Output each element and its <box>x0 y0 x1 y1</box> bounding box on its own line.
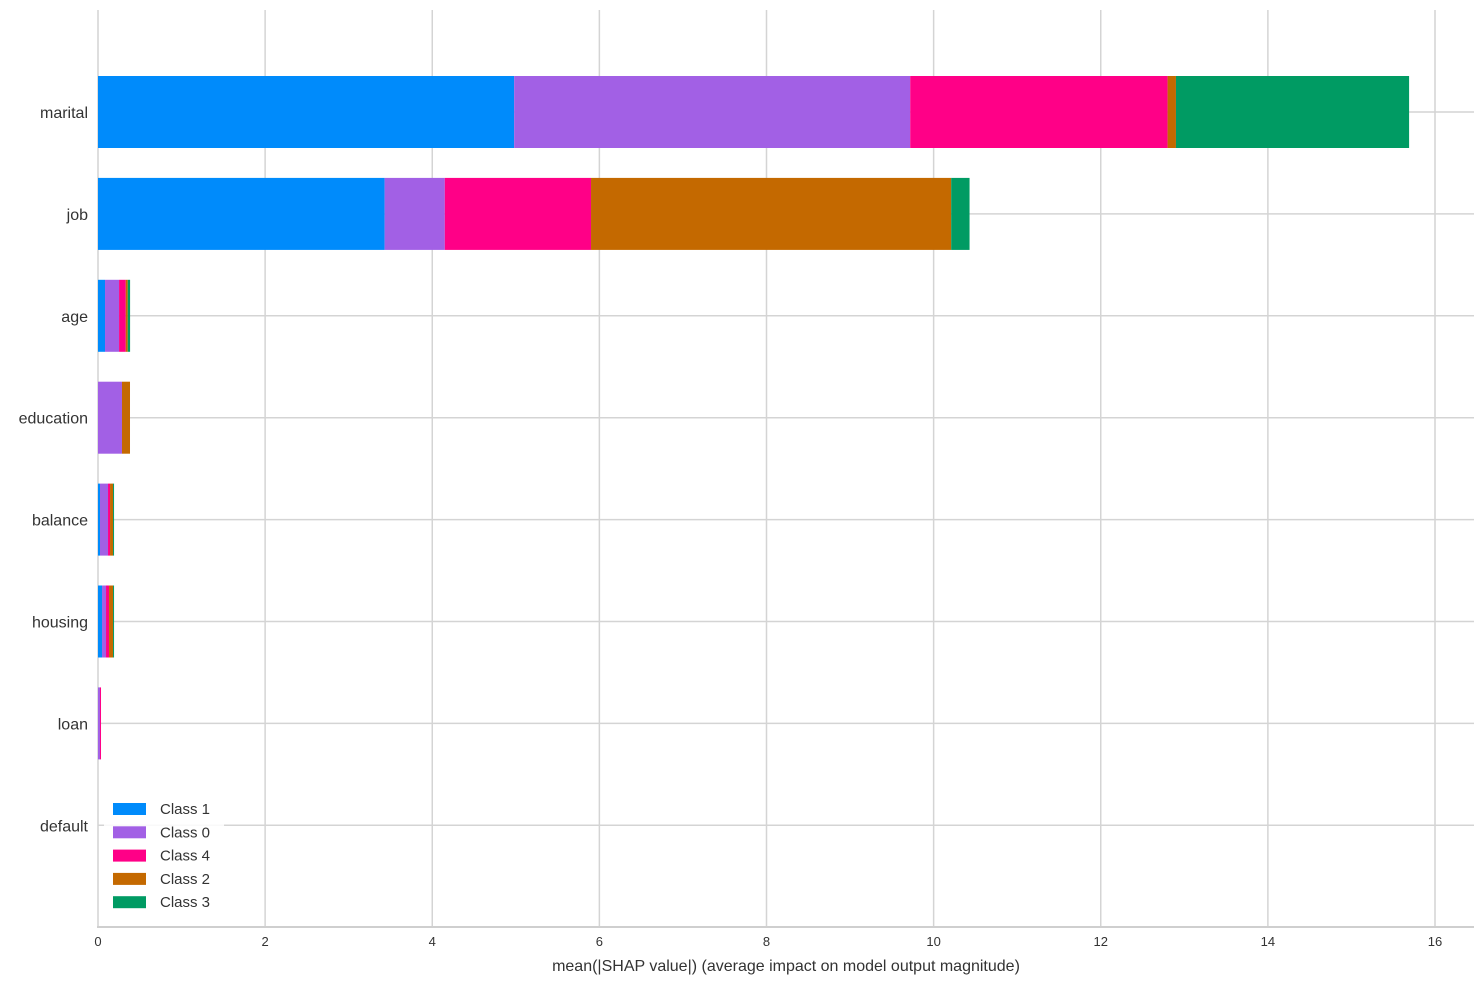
bar-housing-class-2 <box>109 585 114 658</box>
x-tick-label: 2 <box>262 934 269 949</box>
legend-swatch-class-0 <box>113 826 146 839</box>
bar-job-class-1 <box>98 177 385 250</box>
y-tick-label-education: education <box>19 411 88 428</box>
bar-balance-class-4 <box>108 483 111 556</box>
x-tick-labels: 0 2 4 6 8 10 12 14 16 <box>94 934 1442 949</box>
bar-marital-class-4 <box>910 76 1168 148</box>
bar-balance-class-0 <box>100 483 109 556</box>
bar-job-class-2 <box>591 177 952 250</box>
legend-swatch-class-1 <box>113 803 146 815</box>
x-tick-label: 8 <box>763 934 770 949</box>
y-tick-label-loan: loan <box>58 716 88 733</box>
y-tick-label-job: job <box>66 207 88 224</box>
bar-age-class-0 <box>105 279 120 352</box>
bar-balance-class-3 <box>113 483 115 556</box>
bar-age-class-3 <box>127 279 131 352</box>
legend-label: Class 3 <box>160 894 210 911</box>
bar-loan-class-4 <box>100 687 102 760</box>
bar-housing-class-4 <box>106 585 110 658</box>
bar-age-class-1 <box>98 279 106 352</box>
bar-job-class-4 <box>444 177 592 250</box>
bar-housing-class-1 <box>98 585 103 658</box>
x-axis-label: mean(|SHAP value|) (average impact on mo… <box>552 958 1020 975</box>
x-tick-label: 4 <box>429 934 436 949</box>
bar-marital-class-3 <box>1175 76 1410 148</box>
bar-balance-class-1 <box>98 483 101 556</box>
legend-label: Class 1 <box>160 801 210 818</box>
x-tick-label: 10 <box>926 934 940 949</box>
bar-marital-class-2 <box>1167 76 1176 148</box>
y-tick-label-balance: balance <box>32 513 88 530</box>
bar-loan-class-0 <box>98 687 101 760</box>
legend-swatch-class-4 <box>113 849 146 862</box>
bar-education-class-0 <box>98 381 122 454</box>
legend-swatch-class-3 <box>113 896 146 909</box>
bar-balance-class-2 <box>110 483 114 556</box>
bar-marital-class-0 <box>514 76 911 148</box>
bar-education-class-2 <box>121 381 131 454</box>
x-tick-label: 0 <box>94 934 101 949</box>
bar-housing-class-0 <box>102 585 107 658</box>
x-tick-label: 14 <box>1261 934 1275 949</box>
legend-swatch-class-2 <box>113 872 146 885</box>
x-tick-label: 16 <box>1428 934 1442 949</box>
y-tick-label-age: age <box>61 309 88 326</box>
y-tick-label-marital: marital <box>40 105 88 122</box>
bar-job-class-3 <box>951 177 970 250</box>
bar-marital-class-1 <box>98 76 515 148</box>
legend: Class 1 Class 0 Class 4 Class 2 Class 3 <box>104 792 224 916</box>
bar-age-class-4 <box>119 279 126 352</box>
y-tick-label-housing: housing <box>32 615 88 632</box>
legend-label: Class 0 <box>160 824 210 841</box>
legend-label: Class 4 <box>160 848 210 865</box>
x-tick-label: 12 <box>1094 934 1108 949</box>
legend-label: Class 2 <box>160 871 210 888</box>
y-tick-label-default: default <box>40 818 89 835</box>
x-tick-label: 6 <box>596 934 603 949</box>
bar-job-class-0 <box>384 177 445 250</box>
bar-housing-class-3 <box>113 585 115 658</box>
bars <box>98 76 1410 760</box>
y-tick-labels: marital job age education balance housing loan… <box>19 105 89 835</box>
bar-age-class-2 <box>125 279 128 352</box>
